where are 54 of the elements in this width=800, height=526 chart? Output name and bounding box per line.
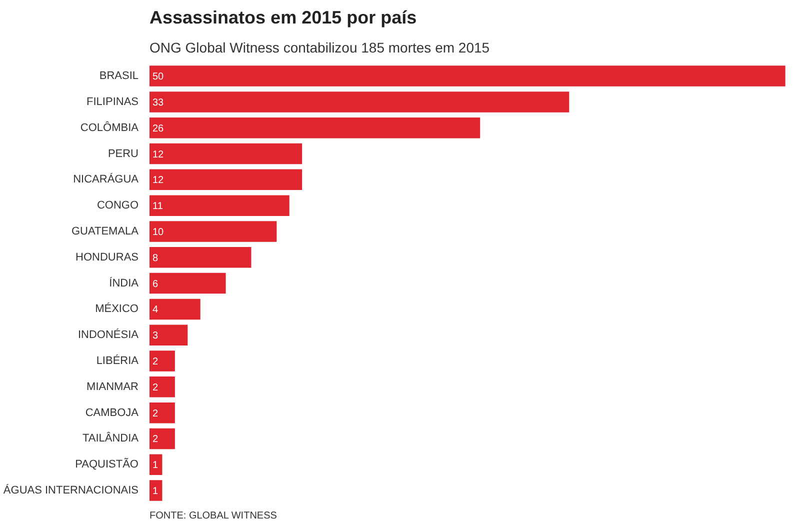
chart-title: Assassinatos em 2015 por país <box>150 8 417 28</box>
y-tick-label: MIANMAR <box>86 380 139 393</box>
y-tick-label: ÍNDIA <box>109 276 140 290</box>
data-label: 10 <box>152 226 164 238</box>
y-tick-label: PERU <box>108 148 139 160</box>
data-label: 11 <box>152 201 164 212</box>
data-label: 3 <box>152 330 158 342</box>
data-label: 12 <box>152 175 164 186</box>
data-label: 33 <box>152 97 164 108</box>
data-label: 2 <box>152 434 158 446</box>
y-tick-label: BRASIL <box>99 70 139 82</box>
data-label: 2 <box>152 408 158 420</box>
chart-subtitle: ONG Global Witness contabilizou 185 mortes em 2015 <box>150 40 490 56</box>
data-label: 4 <box>152 304 158 316</box>
y-tick-label: HONDURAS <box>76 251 139 264</box>
y-tick-label: LIBÉRIA <box>96 354 140 368</box>
data-label: 6 <box>152 278 158 290</box>
bar <box>150 324 188 346</box>
source-note: FONTE: GLOBAL WITNESS <box>150 510 278 522</box>
bar <box>150 402 175 424</box>
bar <box>150 195 290 216</box>
y-tick-label: COLÔMBIA <box>80 120 140 134</box>
y-tick-label: MÉXICO <box>95 302 139 316</box>
bar <box>150 92 570 112</box>
bar <box>150 376 175 398</box>
y-tick-label: NICARÁGUA <box>73 172 140 186</box>
bar <box>150 169 302 190</box>
data-label: 2 <box>152 382 158 394</box>
bar <box>150 480 162 501</box>
bar <box>150 428 175 450</box>
bar <box>150 117 480 138</box>
bar <box>150 272 226 294</box>
data-label: 12 <box>152 149 164 160</box>
y-tick-label: CAMBOJA <box>85 406 140 419</box>
bar <box>150 221 277 242</box>
data-label: 8 <box>152 252 158 264</box>
data-label: 1 <box>152 460 158 472</box>
bar <box>150 298 200 320</box>
y-tick-label: FILIPINAS <box>86 96 139 108</box>
data-label: 2 <box>152 356 158 368</box>
y-tick-label: GUATEMALA <box>71 225 140 238</box>
y-tick-label: TAILÂNDIA <box>82 432 140 445</box>
bar <box>150 247 252 268</box>
y-tick-label: PAQUISTÃO <box>75 458 139 471</box>
bar <box>150 350 175 372</box>
data-label: 1 <box>152 486 158 498</box>
y-tick-label: INDONÉSIA <box>78 328 140 342</box>
bar <box>150 143 302 164</box>
bar <box>150 66 786 86</box>
y-tick-label: CONGO <box>96 200 139 212</box>
data-label: 50 <box>152 72 164 83</box>
data-label: 26 <box>152 123 164 134</box>
y-tick-label: ÁGUAS INTERNACIONAIS <box>3 484 138 497</box>
bar <box>150 454 162 476</box>
